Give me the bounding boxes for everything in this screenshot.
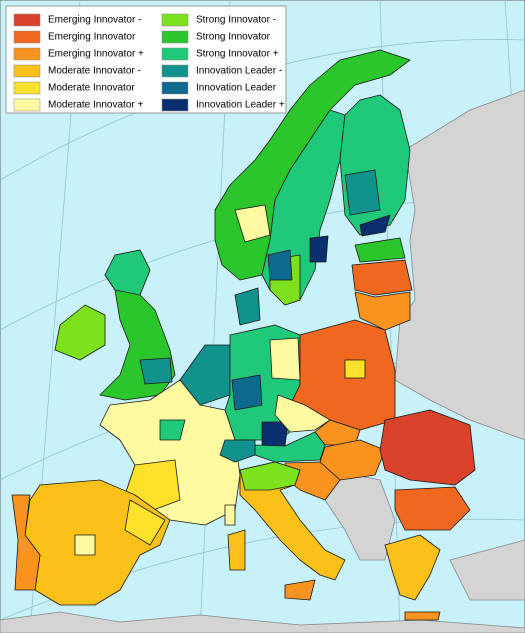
legend-swatch — [161, 81, 189, 95]
region — [231, 374, 263, 411]
region — [404, 611, 441, 621]
regions — [11, 49, 476, 621]
region — [104, 249, 151, 296]
legend-swatch — [13, 98, 41, 112]
legend-label: Strong Innovator — [196, 32, 271, 43]
legend-label: Innovation Leader + — [196, 100, 285, 111]
legend-swatch — [13, 47, 41, 61]
region — [351, 259, 413, 296]
region — [267, 249, 293, 281]
legend-swatch — [161, 64, 189, 78]
region — [394, 486, 471, 531]
region — [309, 235, 329, 263]
legend-box — [5, 5, 287, 114]
legend-label: Innovation Leader — [196, 83, 277, 94]
region — [124, 499, 166, 546]
legend-swatch — [13, 30, 41, 44]
region — [384, 534, 441, 601]
legend-swatch — [161, 30, 189, 44]
region — [354, 291, 411, 331]
region — [227, 529, 246, 571]
region — [139, 357, 173, 385]
legend: Emerging Innovator - Emerging Innovator Em… — [13, 13, 285, 112]
region — [54, 304, 106, 361]
legend-swatch — [161, 98, 189, 112]
legend-swatch — [13, 13, 41, 27]
region — [269, 337, 301, 381]
region — [224, 504, 236, 526]
region — [234, 287, 261, 326]
legend-label: Moderate Innovator - — [48, 66, 141, 77]
region — [239, 461, 301, 491]
region — [74, 534, 96, 556]
legend-label: Emerging Innovator — [48, 32, 136, 43]
region — [359, 214, 391, 237]
legend-swatch — [13, 81, 41, 95]
non-eu-land — [0, 89, 525, 633]
region — [344, 359, 366, 379]
region — [379, 409, 476, 486]
legend-label: Innovation Leader - — [196, 66, 282, 77]
region — [354, 237, 406, 263]
region — [219, 439, 256, 463]
legend-swatch — [161, 13, 189, 27]
legend-label: Moderate Innovator + — [48, 100, 143, 111]
legend-label: Strong Innovator - — [196, 15, 276, 26]
region — [234, 204, 271, 243]
region — [274, 394, 331, 433]
legend-label: Emerging Innovator + — [48, 49, 144, 60]
region — [344, 169, 381, 216]
legend-label: Moderate Innovator — [48, 83, 135, 94]
region — [159, 419, 186, 441]
legend-label: Strong Innovator + — [196, 49, 279, 60]
legend-label: Emerging Innovator - — [48, 15, 141, 26]
region — [11, 494, 41, 591]
legend-swatch — [161, 47, 189, 61]
legend-swatch — [13, 64, 41, 78]
region — [284, 579, 316, 601]
region — [254, 431, 326, 463]
